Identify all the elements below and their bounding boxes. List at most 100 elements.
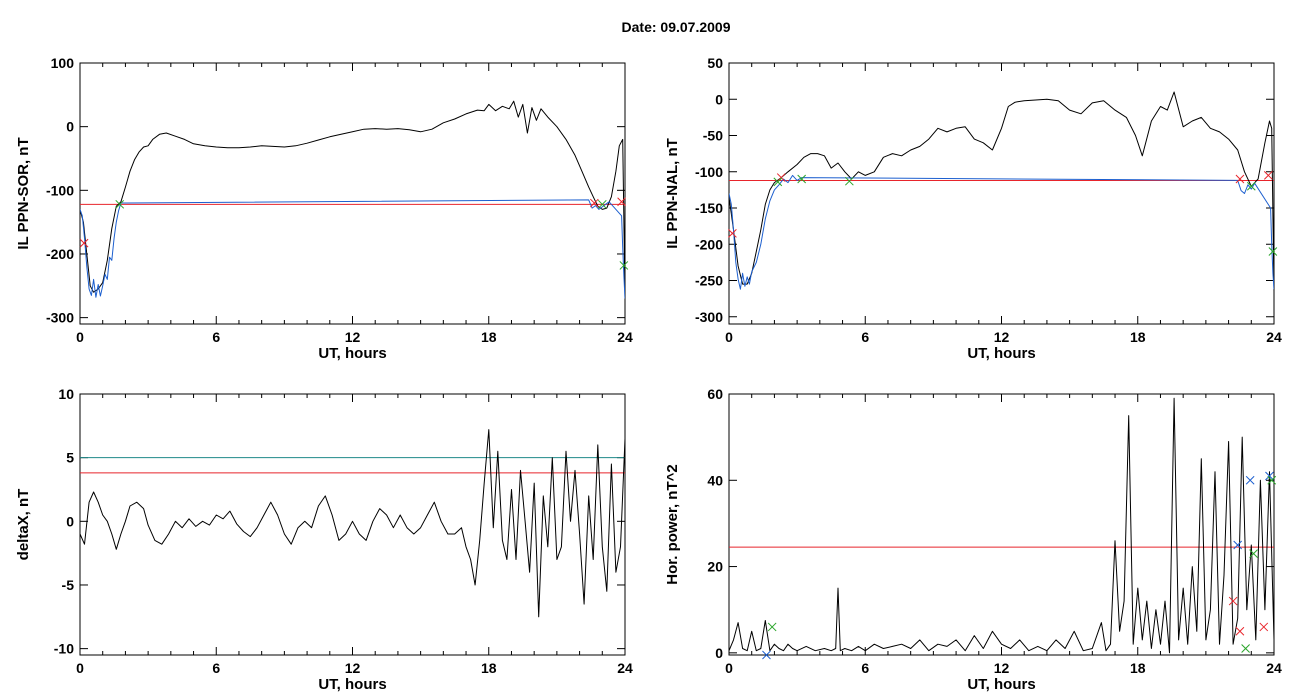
event-marker — [773, 177, 783, 187]
x-tick-label: 6 — [212, 329, 220, 345]
x-tick-label: 24 — [1266, 660, 1282, 676]
event-marker — [1245, 475, 1255, 485]
event-marker-stroke — [1265, 471, 1274, 481]
y-tick-label: 0 — [715, 91, 723, 107]
y-tick-label: 0 — [715, 645, 723, 661]
event-marker — [762, 650, 771, 660]
event-marker — [1265, 471, 1274, 481]
series-line — [729, 91, 1274, 292]
plot-frame — [728, 62, 1275, 325]
event-marker — [776, 173, 786, 182]
plot-area — [729, 397, 1274, 654]
x-tick-label: 18 — [1130, 329, 1146, 345]
x-axis-label: UT, hours — [318, 676, 386, 693]
x-tick-label: 0 — [76, 660, 84, 676]
series-line — [80, 199, 625, 299]
event-marker — [1268, 247, 1278, 256]
event-marker — [115, 199, 125, 209]
y-tick-label: -300 — [695, 309, 723, 325]
event-marker-stroke — [1246, 181, 1256, 191]
x-tick-label: 0 — [725, 329, 733, 345]
x-axis-label: UT, hours — [967, 345, 1035, 362]
event-marker — [1249, 549, 1258, 558]
event-marker-stroke — [1235, 626, 1245, 636]
y-tick-label: 50 — [707, 55, 723, 71]
y-tick-label: 5 — [66, 450, 74, 466]
event-marker-stroke — [1241, 644, 1250, 653]
plot-area — [729, 91, 1274, 292]
page-title: Date: 09.07.2009 — [621, 19, 731, 35]
event-marker — [1228, 596, 1238, 606]
chart-panel-ppn-nal: 0 6 12 18 24 -300 -250 -200 -150 -100 -50 0 50 UT, ho… — [664, 55, 1282, 362]
y-tick-label: -100 — [695, 164, 723, 180]
event-marker — [1235, 174, 1245, 184]
event-marker-stroke — [728, 229, 737, 238]
event-marker-stroke — [79, 238, 89, 248]
y-tick-label: 20 — [707, 559, 723, 575]
event-marker-stroke — [845, 176, 854, 186]
event-marker — [619, 261, 629, 270]
series-line — [80, 100, 625, 299]
event-marker-stroke — [1233, 540, 1243, 550]
y-tick-label: -200 — [695, 236, 723, 252]
x-tick-label: 18 — [481, 660, 497, 676]
event-marker — [1259, 622, 1269, 632]
event-marker-stroke — [1267, 475, 1277, 485]
y-tick-label: -50 — [703, 128, 723, 144]
event-marker — [617, 197, 626, 207]
x-tick-label: 18 — [1130, 660, 1146, 676]
plot-area — [80, 100, 625, 299]
event-marker-stroke — [797, 174, 807, 184]
series-line — [729, 174, 1274, 290]
y-tick-label: -250 — [695, 273, 723, 289]
event-marker-stroke — [762, 650, 771, 660]
y-axis-label: Hor. power, nT^2 — [664, 464, 681, 584]
plot-frame — [79, 62, 626, 325]
y-tick-label: -200 — [46, 246, 74, 262]
event-marker-stroke — [619, 261, 629, 270]
y-tick-label: -100 — [46, 182, 74, 198]
y-tick-label: 10 — [58, 386, 74, 402]
y-tick-label: -10 — [54, 641, 74, 657]
event-marker-stroke — [1268, 247, 1278, 256]
event-marker-stroke — [1228, 596, 1238, 606]
x-tick-label: 6 — [861, 329, 869, 345]
plot-frame — [728, 393, 1275, 656]
event-marker-stroke — [767, 622, 777, 632]
x-tick-label: 0 — [725, 660, 733, 676]
x-tick-label: 6 — [861, 660, 869, 676]
chart-panel-deltax: 0 6 12 18 24 -10 -5 0 5 10 UT, hours deltaX, nT — [15, 386, 633, 693]
event-marker-stroke — [1235, 174, 1245, 184]
event-marker-stroke — [1249, 549, 1258, 558]
y-tick-label: 0 — [66, 119, 74, 135]
y-tick-label: 40 — [707, 472, 723, 488]
plot-frame — [79, 393, 626, 656]
event-marker — [1267, 475, 1277, 485]
x-tick-label: 12 — [345, 329, 361, 345]
x-tick-label: 12 — [994, 329, 1010, 345]
event-marker-stroke — [776, 173, 786, 182]
event-marker-stroke — [115, 199, 125, 209]
y-tick-label: 0 — [66, 513, 74, 529]
y-axis-label: IL PPN-SOR, nT — [15, 137, 32, 249]
event-marker — [1241, 644, 1250, 653]
x-axis-label: UT, hours — [318, 345, 386, 362]
event-marker-stroke — [589, 198, 599, 208]
event-marker — [767, 622, 777, 632]
event-marker — [1233, 540, 1243, 550]
event-marker-stroke — [773, 177, 783, 187]
y-axis-label: deltaX, nT — [15, 489, 32, 561]
event-marker-stroke — [617, 197, 626, 207]
x-tick-label: 24 — [617, 329, 633, 345]
event-marker — [597, 199, 607, 209]
y-axis-label: IL PPN-NAL, nT — [664, 138, 681, 249]
chart-panel-ppn-sor: 0 6 12 18 24 -300 -200 -100 0 100 UT, hours IL PPN-… — [15, 55, 633, 362]
event-marker-stroke — [1259, 622, 1269, 632]
event-marker — [1263, 171, 1273, 180]
x-tick-label: 24 — [1266, 329, 1282, 345]
event-marker — [845, 176, 854, 186]
event-marker-stroke — [1245, 475, 1255, 485]
x-tick-label: 12 — [345, 660, 361, 676]
x-axis-label: UT, hours — [967, 676, 1035, 693]
